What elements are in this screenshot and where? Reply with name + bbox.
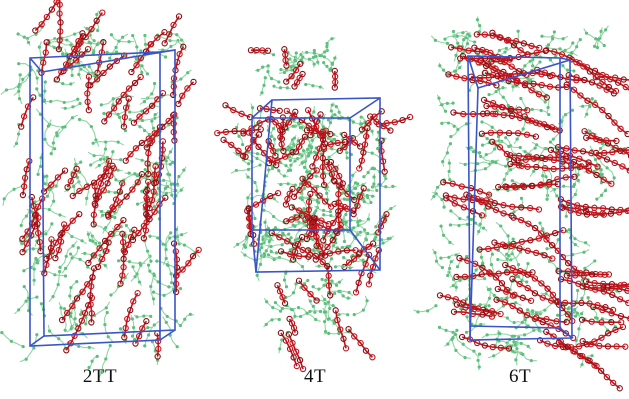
panel-label-6t: 6T — [508, 366, 532, 387]
panel-6t-snapshot — [413, 16, 629, 392]
simulation-box — [467, 55, 573, 341]
panel-label-4t: 4T — [303, 366, 327, 387]
simulation-box — [251, 97, 381, 273]
simulation-box — [29, 49, 176, 347]
panel-2tt-snapshot — [0, 0, 202, 379]
panel-label-2tt: 2TT — [82, 366, 118, 387]
panel-4t-snapshot — [214, 37, 414, 373]
